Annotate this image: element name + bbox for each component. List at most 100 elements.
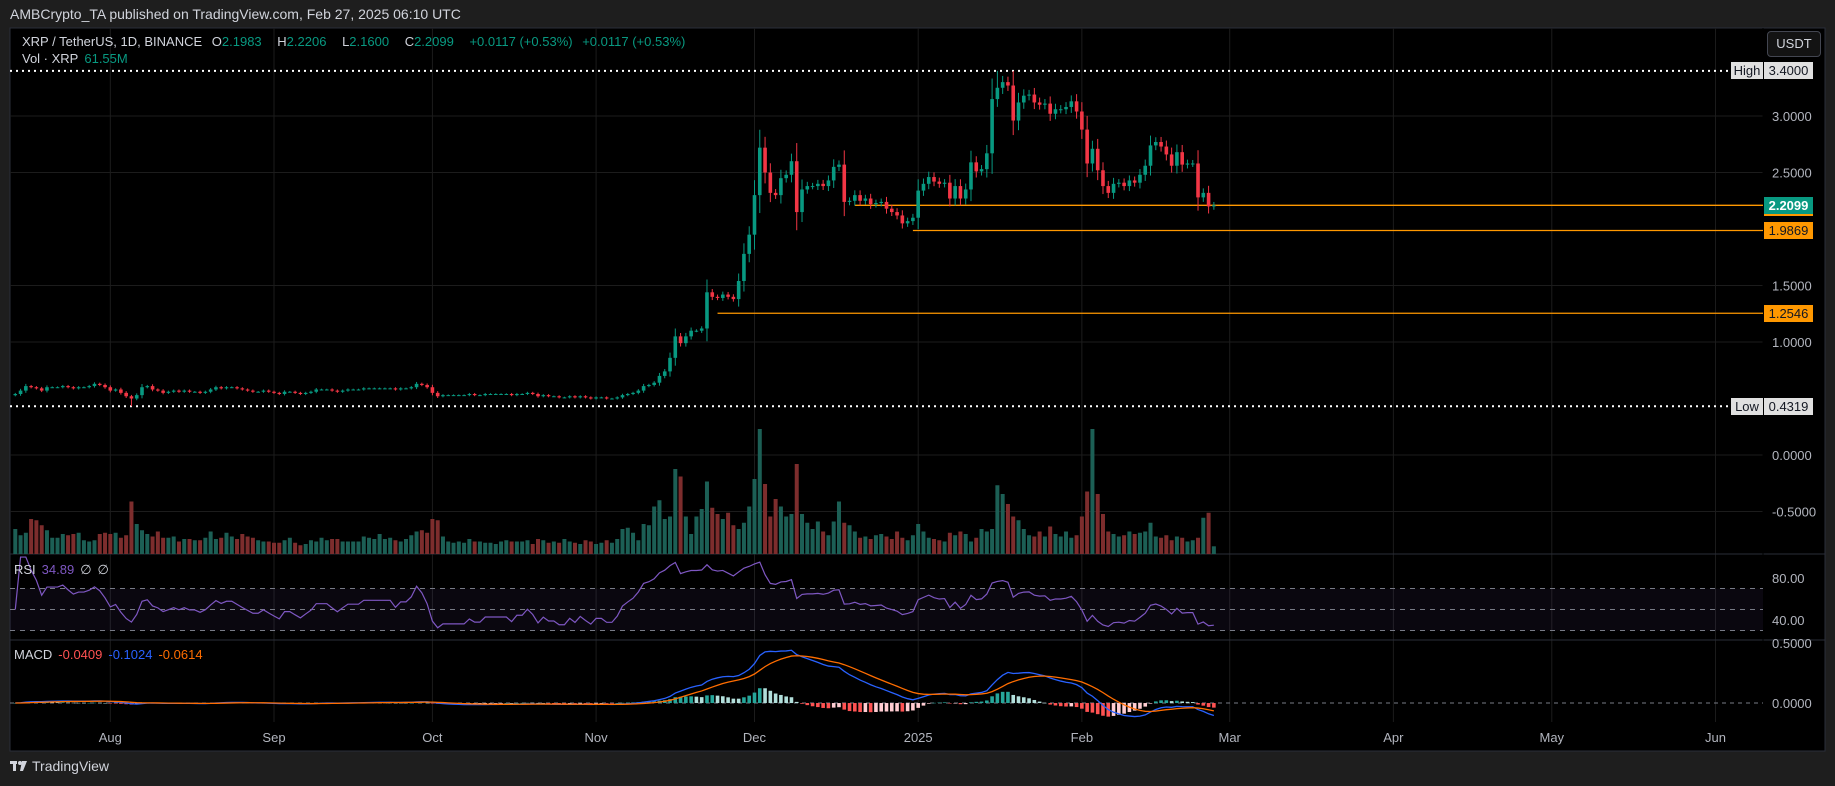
volume-bar: [404, 539, 409, 554]
volume-bar: [1180, 537, 1185, 554]
volume-bar: [1127, 531, 1132, 554]
candle-body: [145, 386, 150, 388]
volume-bar: [562, 539, 567, 554]
volume-bar: [1032, 536, 1037, 554]
macd-histogram-bar: [1111, 703, 1116, 716]
candle-body: [773, 192, 778, 196]
candle-body: [488, 393, 493, 395]
volume-bar: [150, 536, 155, 554]
candle-body: [103, 384, 107, 388]
currency-button[interactable]: USDT: [1767, 31, 1821, 57]
volume-bar: [1042, 536, 1047, 554]
brand-name[interactable]: TradingView: [32, 758, 110, 774]
candle-body: [18, 390, 23, 394]
candle-body: [710, 292, 715, 297]
volume-label[interactable]: Vol · XRP: [22, 51, 79, 66]
macd-histogram-bar: [1043, 702, 1047, 704]
volume-bar: [388, 537, 393, 554]
volume-bar: [440, 536, 445, 554]
macd-histogram-bar: [768, 690, 773, 704]
volume-bar: [166, 537, 171, 554]
volume-bar: [1159, 537, 1164, 554]
close-value: 2.2099: [414, 34, 454, 49]
candle-body: [50, 387, 55, 389]
candle-body: [742, 253, 746, 281]
candle-body: [1058, 109, 1063, 111]
candle-body: [948, 182, 952, 199]
macd-histogram-bar: [1090, 703, 1095, 713]
macd-histogram-bar: [483, 703, 488, 704]
macd-histogram-bar: [1190, 702, 1195, 704]
candle-body: [97, 383, 102, 385]
volume-bar: [673, 469, 678, 554]
symbol-name[interactable]: XRP / TetherUS, 1D, BINANCE: [22, 34, 203, 49]
macd-histogram-bar: [726, 697, 730, 704]
macd-histogram-bar: [50, 702, 55, 704]
volume-bar: [1190, 540, 1195, 554]
rsi-label[interactable]: RSI: [14, 562, 36, 577]
macd-histogram-bar: [816, 703, 820, 708]
candle-body: [837, 164, 841, 167]
volume-bar: [668, 516, 673, 554]
candle-body: [784, 174, 788, 179]
candle-body: [789, 161, 794, 175]
rsi-axis-label: 40.00: [1772, 613, 1805, 628]
volume-bar: [372, 539, 377, 554]
macd-histogram-bar: [921, 703, 926, 706]
volume-bar: [974, 537, 979, 554]
candle-body: [504, 393, 509, 395]
candle-body: [277, 392, 282, 394]
candle-body: [921, 183, 926, 191]
candle-body: [731, 296, 736, 300]
candle-body: [82, 387, 86, 389]
candle-body: [974, 162, 979, 172]
macd-histogram-bar: [1196, 703, 1200, 705]
volume-bar: [905, 540, 910, 554]
level-price-label: 1.2546: [1764, 305, 1813, 322]
volume-bar: [699, 509, 704, 554]
candle-body: [705, 292, 709, 329]
volume-bar: [1137, 532, 1142, 554]
candle-body: [636, 390, 641, 393]
macd-histogram-bar: [1032, 699, 1037, 704]
price-axis-label: 0.0000: [1772, 448, 1812, 463]
candle-body: [858, 195, 862, 201]
rsi-value: 34.89: [41, 562, 75, 577]
candle-body: [652, 382, 656, 385]
volume-bar: [731, 525, 736, 554]
macd-label[interactable]: MACD: [14, 647, 53, 662]
candle-body: [425, 384, 429, 388]
candle-body: [757, 147, 762, 196]
candle-body: [689, 330, 693, 337]
macd-histogram-bar: [599, 703, 604, 704]
volume-bar: [282, 540, 287, 554]
volume-bar: [1027, 535, 1032, 554]
macd-histogram-bar: [567, 703, 572, 704]
candle-body: [1011, 85, 1016, 121]
candle-body: [546, 395, 551, 397]
candle-body: [831, 166, 836, 181]
time-axis-label: Sep: [262, 730, 285, 745]
macd-histogram-bar: [905, 703, 910, 712]
volume-bar: [1000, 494, 1005, 554]
macd-histogram-bar: [884, 703, 889, 712]
volume-bar: [932, 539, 937, 554]
volume-bar: [662, 519, 667, 554]
macd-histogram-bar: [668, 699, 672, 704]
volume-bar: [1074, 535, 1079, 554]
macd-histogram-bar: [805, 703, 810, 706]
volume-bar: [55, 537, 60, 554]
volume-bar: [1100, 514, 1105, 554]
candle-body: [842, 164, 847, 202]
volume-bar: [414, 531, 419, 554]
candle-body: [420, 383, 424, 385]
volume-bar: [425, 532, 430, 554]
candle-body: [1132, 180, 1137, 183]
time-axis-label: Jun: [1705, 730, 1726, 745]
candle-body: [763, 147, 767, 173]
high-label: H: [277, 34, 287, 49]
volume-bar: [499, 541, 504, 554]
volume-value: 61.55M: [84, 51, 128, 66]
candle-body: [235, 387, 239, 389]
